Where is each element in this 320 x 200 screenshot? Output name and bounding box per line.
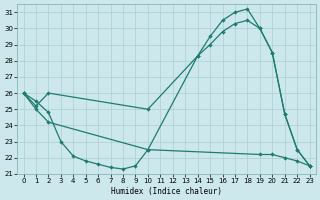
X-axis label: Humidex (Indice chaleur): Humidex (Indice chaleur) [111,187,222,196]
